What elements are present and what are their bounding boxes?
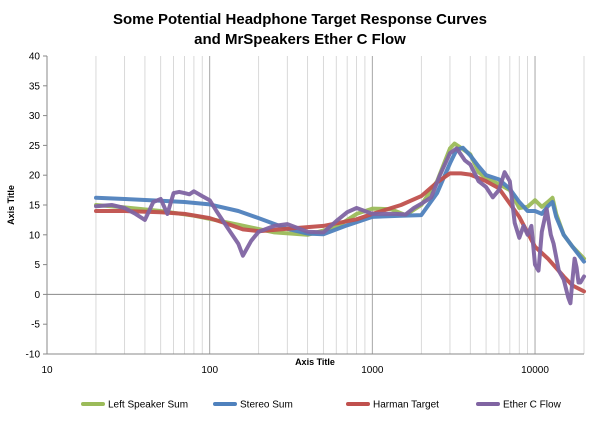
chart-subtitle: and MrSpeakers Ether C Flow (194, 31, 406, 48)
chart-title: Some Potential Headphone Target Response… (113, 11, 487, 28)
plot-grid (46, 56, 585, 354)
legend-label: Stereo Sum (240, 400, 293, 411)
y-axis-title: Axis Title (6, 185, 16, 225)
y-tick-label: 15 (29, 201, 41, 212)
y-tick-label: 40 (29, 52, 41, 63)
x-tick-label: 10 (41, 365, 53, 376)
y-tick-label: 20 (29, 171, 41, 182)
legend-label: Left Speaker Sum (108, 400, 188, 411)
x-axis-title: Axis Title (295, 357, 335, 367)
y-tick-label: 35 (29, 81, 41, 92)
legend: Left Speaker Sum Stereo Sum Harman Target E… (81, 400, 562, 411)
legend-label: Harman Target (373, 400, 439, 411)
x-tick-label: 100 (201, 365, 218, 376)
y-tick-label: 30 (29, 111, 41, 122)
y-tick-label: -5 (31, 320, 40, 331)
y-tick-label: 10 (29, 230, 41, 241)
plot-axes: -10 -5 0 5 10 15 20 25 30 35 40 10 100 1000 10000 (26, 52, 584, 376)
x-tick-label: 1000 (361, 365, 384, 376)
series-line-3 (94, 146, 586, 306)
y-tick-label: -10 (26, 350, 41, 361)
series-layer (94, 141, 586, 306)
x-tick-label: 10000 (521, 365, 549, 376)
legend-label: Ether C Flow (503, 400, 562, 411)
y-tick-label: 5 (34, 260, 40, 271)
y-tick-label: 0 (34, 290, 40, 301)
series-line-0 (94, 141, 586, 261)
y-tick-label: 25 (29, 141, 41, 152)
